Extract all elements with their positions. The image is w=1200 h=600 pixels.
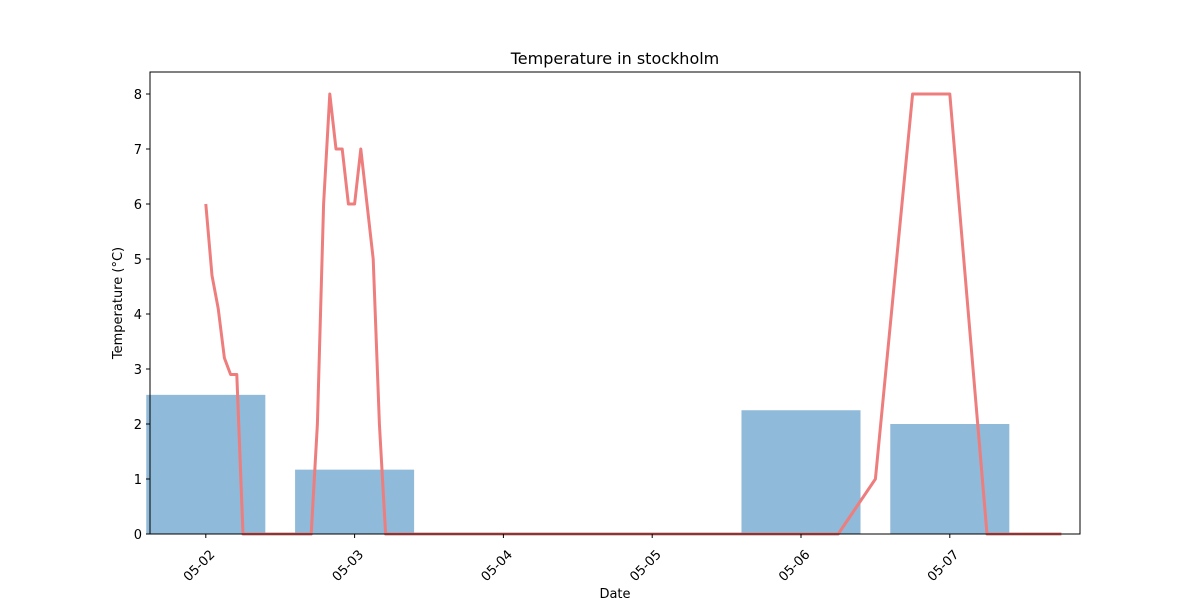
y-tick-label: 4 [134, 308, 142, 323]
x-tick-label: 05-07 [925, 548, 962, 585]
y-tick-label: 1 [134, 473, 142, 488]
chart-title: Temperature in stockholm [510, 49, 720, 68]
y-tick-label: 0 [134, 528, 142, 543]
x-axis: 05-02 05-03 05-04 05-05 05-06 05-07 [181, 534, 962, 585]
y-axis: 0 1 2 3 4 5 6 7 8 [134, 88, 150, 543]
x-tick-label: 05-03 [330, 548, 367, 585]
x-axis-label: Date [599, 587, 630, 600]
plot-frame [149, 71, 1081, 535]
bar [741, 410, 861, 534]
y-tick-label: 6 [134, 198, 142, 213]
x-tick-label: 05-02 [181, 548, 218, 585]
y-tick-label: 3 [134, 363, 142, 378]
y-axis-label: Temperature (°C) [111, 247, 126, 360]
y-tick-label: 5 [134, 253, 142, 268]
x-tick-label: 05-06 [776, 548, 813, 585]
y-tick-label: 2 [134, 418, 142, 433]
bar [890, 424, 1010, 534]
x-tick-label: 05-04 [479, 548, 516, 585]
y-tick-label: 8 [134, 88, 142, 103]
line-series [204, 92, 1062, 536]
bar [146, 394, 266, 534]
y-tick-label: 7 [134, 143, 142, 158]
bar-series [146, 394, 1010, 534]
x-tick-label: 05-05 [627, 548, 664, 585]
temperature-line [204, 92, 1062, 536]
